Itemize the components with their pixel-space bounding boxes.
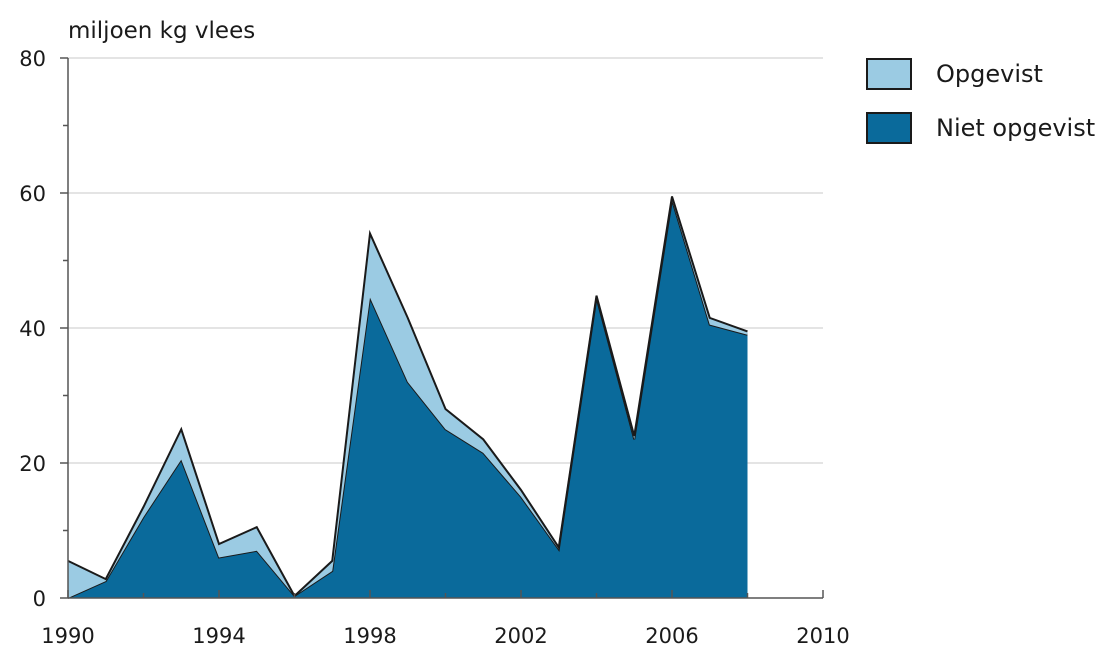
y-tick-label-40: 40 <box>19 317 46 341</box>
y-axis-title: miljoen kg vlees <box>68 18 255 44</box>
line-opgevist <box>67 196 748 598</box>
x-tick-label-2006: 2006 <box>645 624 698 648</box>
x-tick-label-1998: 1998 <box>343 624 396 648</box>
legend-item-niet-opgevist: Niet opgevist <box>866 110 1095 146</box>
legend-label-opgevist: Opgevist <box>936 60 1043 88</box>
tick-labels: 0 20 40 60 80 1990 1994 1998 2002 2006 2010 <box>19 47 849 648</box>
x-tick-label-2010: 2010 <box>796 624 849 648</box>
axes <box>60 57 824 599</box>
y-tick-label-60: 60 <box>19 182 46 206</box>
legend-swatch-opgevist <box>866 58 912 90</box>
area-niet-opgevist <box>68 199 748 598</box>
legend-label-niet-opgevist: Niet opgevist <box>936 114 1096 142</box>
series-areas <box>67 196 748 599</box>
legend-swatch-niet-opgevist <box>866 112 912 144</box>
x-tick-label-2002: 2002 <box>494 624 547 648</box>
legend-item-opgevist: Opgevist <box>866 56 1095 92</box>
y-tick-label-80: 80 <box>19 47 46 71</box>
x-tick-label-1990: 1990 <box>41 624 94 648</box>
y-tick-label-20: 20 <box>19 452 46 476</box>
x-tick-label-1994: 1994 <box>192 624 245 648</box>
y-tick-label-0: 0 <box>33 587 46 611</box>
legend: Opgevist Niet opgevist <box>866 56 1095 164</box>
